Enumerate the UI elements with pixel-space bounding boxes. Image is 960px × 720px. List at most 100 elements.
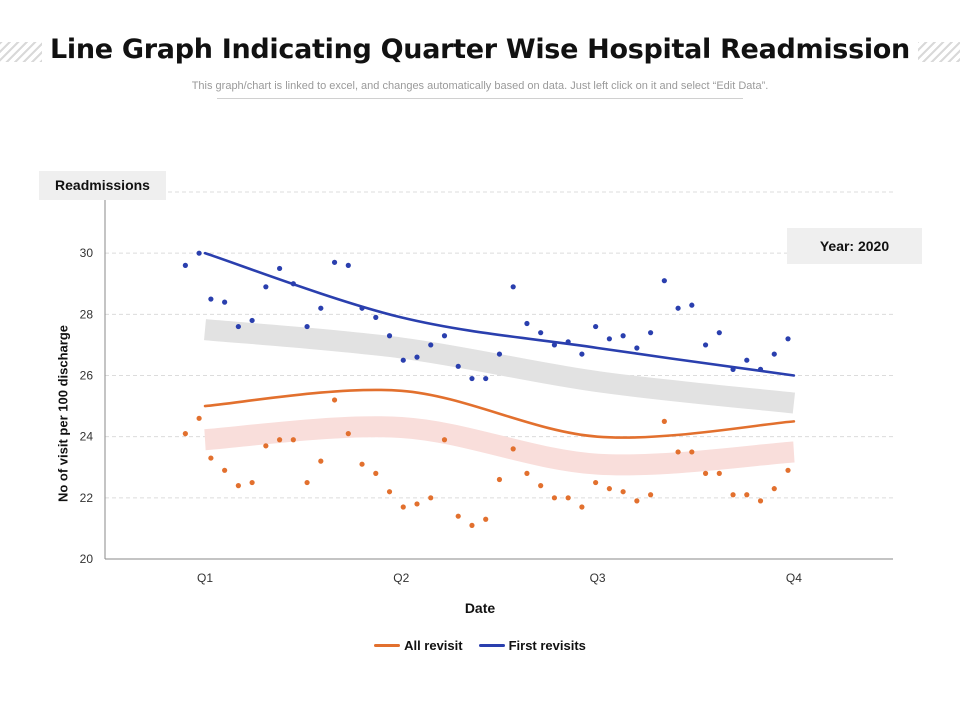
- legend-swatch-all-revisit: [374, 644, 401, 647]
- data-point-first-revisits-points: [551, 342, 558, 348]
- x-tick-label: Q2: [393, 571, 409, 585]
- data-point-first-revisits-points: [565, 339, 571, 345]
- data-point-first-revisits-points: [400, 357, 406, 363]
- data-point-all-revisit-points: [620, 489, 626, 495]
- data-point-all-revisit-points: [538, 483, 544, 489]
- y-tick-label: 30: [80, 246, 94, 260]
- y-tick-label: 24: [80, 430, 94, 444]
- data-point-all-revisit-points: [744, 492, 750, 498]
- data-point-all-revisit-points: [263, 443, 269, 449]
- data-point-first-revisits-points: [414, 354, 420, 360]
- data-point-first-revisits-points: [182, 262, 188, 268]
- data-point-all-revisit-points: [318, 458, 324, 464]
- data-point-all-revisit-points: [400, 504, 406, 510]
- data-point-first-revisits-points: [771, 351, 777, 357]
- data-point-first-revisits-points: [593, 323, 599, 330]
- data-point-all-revisit-points: [730, 492, 736, 498]
- data-point-first-revisits-points: [469, 375, 475, 382]
- data-point-first-revisits-points: [689, 302, 695, 308]
- data-point-first-revisits-points: [648, 330, 654, 336]
- data-point-all-revisit-points: [716, 470, 722, 476]
- series-line-all-revisit: [203, 388, 796, 439]
- data-point-all-revisit-points: [771, 486, 777, 492]
- data-point-first-revisits-points: [744, 357, 750, 363]
- data-point-all-revisit-points: [235, 483, 241, 489]
- data-point-all-revisit-points: [648, 492, 654, 498]
- x-tick-label: Q1: [197, 571, 213, 585]
- data-point-all-revisit-points: [414, 501, 420, 507]
- x-axis-label: Date: [464, 600, 496, 616]
- data-point-first-revisits-points: [345, 262, 351, 268]
- data-point-all-revisit-points: [428, 495, 434, 501]
- data-point-first-revisits-points: [785, 336, 791, 342]
- legend-swatch-first-revisits: [478, 644, 505, 647]
- data-point-all-revisit-points: [634, 498, 640, 504]
- data-point-first-revisits-points: [196, 250, 202, 256]
- data-point-first-revisits-points: [263, 284, 269, 290]
- chart-legend: All revisit First revisits: [0, 638, 960, 653]
- data-point-first-revisits-points: [455, 363, 461, 369]
- data-point-all-revisit-points: [249, 479, 255, 486]
- legend-item-all-revisit: All revisit: [374, 638, 463, 653]
- data-point-all-revisit-points: [290, 437, 296, 443]
- data-point-first-revisits-points: [276, 265, 283, 272]
- all-revisit-band: [204, 416, 795, 476]
- data-point-all-revisit-points: [606, 486, 612, 492]
- page-title-text: Line Graph Indicating Quarter Wise Hospi…: [42, 34, 918, 65]
- data-point-first-revisits-points: [304, 323, 310, 330]
- data-point-first-revisits-points: [290, 281, 296, 287]
- data-point-all-revisit-points: [510, 446, 516, 452]
- data-point-all-revisit-points: [593, 479, 599, 486]
- data-point-first-revisits-points: [359, 305, 365, 311]
- data-point-all-revisit-points: [565, 495, 571, 501]
- y-tick-label: 26: [80, 369, 94, 383]
- data-point-first-revisits-points: [483, 375, 489, 382]
- data-point-first-revisits-points: [661, 278, 667, 284]
- y-tick-label: 28: [80, 307, 94, 321]
- data-point-first-revisits-points: [524, 320, 530, 327]
- data-point-all-revisit-points: [304, 479, 310, 486]
- subtitle: This graph/chart is linked to excel, and…: [191, 80, 769, 92]
- data-point-first-revisits-points: [331, 259, 338, 265]
- data-point-all-revisit-points: [222, 467, 228, 473]
- data-point-all-revisit-points: [345, 431, 351, 437]
- x-tick-label: Q3: [590, 571, 606, 585]
- y-tick-label: 22: [80, 491, 94, 505]
- data-point-first-revisits-points: [386, 333, 393, 339]
- readmissions-label: Readmissions: [39, 171, 166, 200]
- data-point-all-revisit-points: [661, 418, 667, 424]
- data-point-first-revisits-points: [538, 330, 544, 336]
- data-point-all-revisit-points: [359, 461, 365, 467]
- data-point-all-revisit-points: [496, 476, 503, 483]
- data-point-first-revisits-points: [730, 366, 736, 372]
- data-point-all-revisit-points: [182, 431, 188, 437]
- data-point-all-revisit-points: [785, 467, 791, 473]
- data-point-first-revisits-points: [235, 323, 241, 330]
- year-label: Year: 2020: [787, 228, 922, 264]
- data-point-all-revisit-points: [386, 489, 393, 495]
- x-tick-label: Q4: [786, 571, 802, 585]
- data-point-first-revisits-points: [373, 314, 379, 320]
- data-point-all-revisit-points: [524, 470, 530, 476]
- data-point-all-revisit-points: [455, 513, 461, 519]
- data-point-all-revisit-points: [579, 504, 585, 510]
- subtitle-divider: [217, 98, 743, 99]
- data-point-all-revisit-points: [276, 437, 283, 443]
- first-revisits-band: [204, 319, 796, 414]
- data-point-first-revisits-points: [249, 317, 255, 324]
- data-point-all-revisit-points: [689, 449, 695, 455]
- data-point-first-revisits-points: [222, 299, 228, 305]
- page-title: Line Graph Indicating Quarter Wise Hospi…: [0, 34, 960, 65]
- data-point-all-revisit-points: [757, 498, 764, 504]
- data-point-all-revisit-points: [373, 470, 379, 476]
- data-point-first-revisits-points: [510, 284, 516, 290]
- data-point-all-revisit-points: [196, 415, 202, 421]
- data-point-all-revisit-points: [441, 437, 448, 443]
- data-point-first-revisits-points: [757, 366, 764, 372]
- data-point-all-revisit-points: [469, 522, 475, 528]
- legend-label-all-revisit: All revisit: [404, 638, 463, 653]
- data-point-first-revisits-points: [428, 342, 434, 348]
- data-point-first-revisits-points: [675, 305, 681, 311]
- y-axis-label: No of visit per 100 discharge: [55, 325, 71, 503]
